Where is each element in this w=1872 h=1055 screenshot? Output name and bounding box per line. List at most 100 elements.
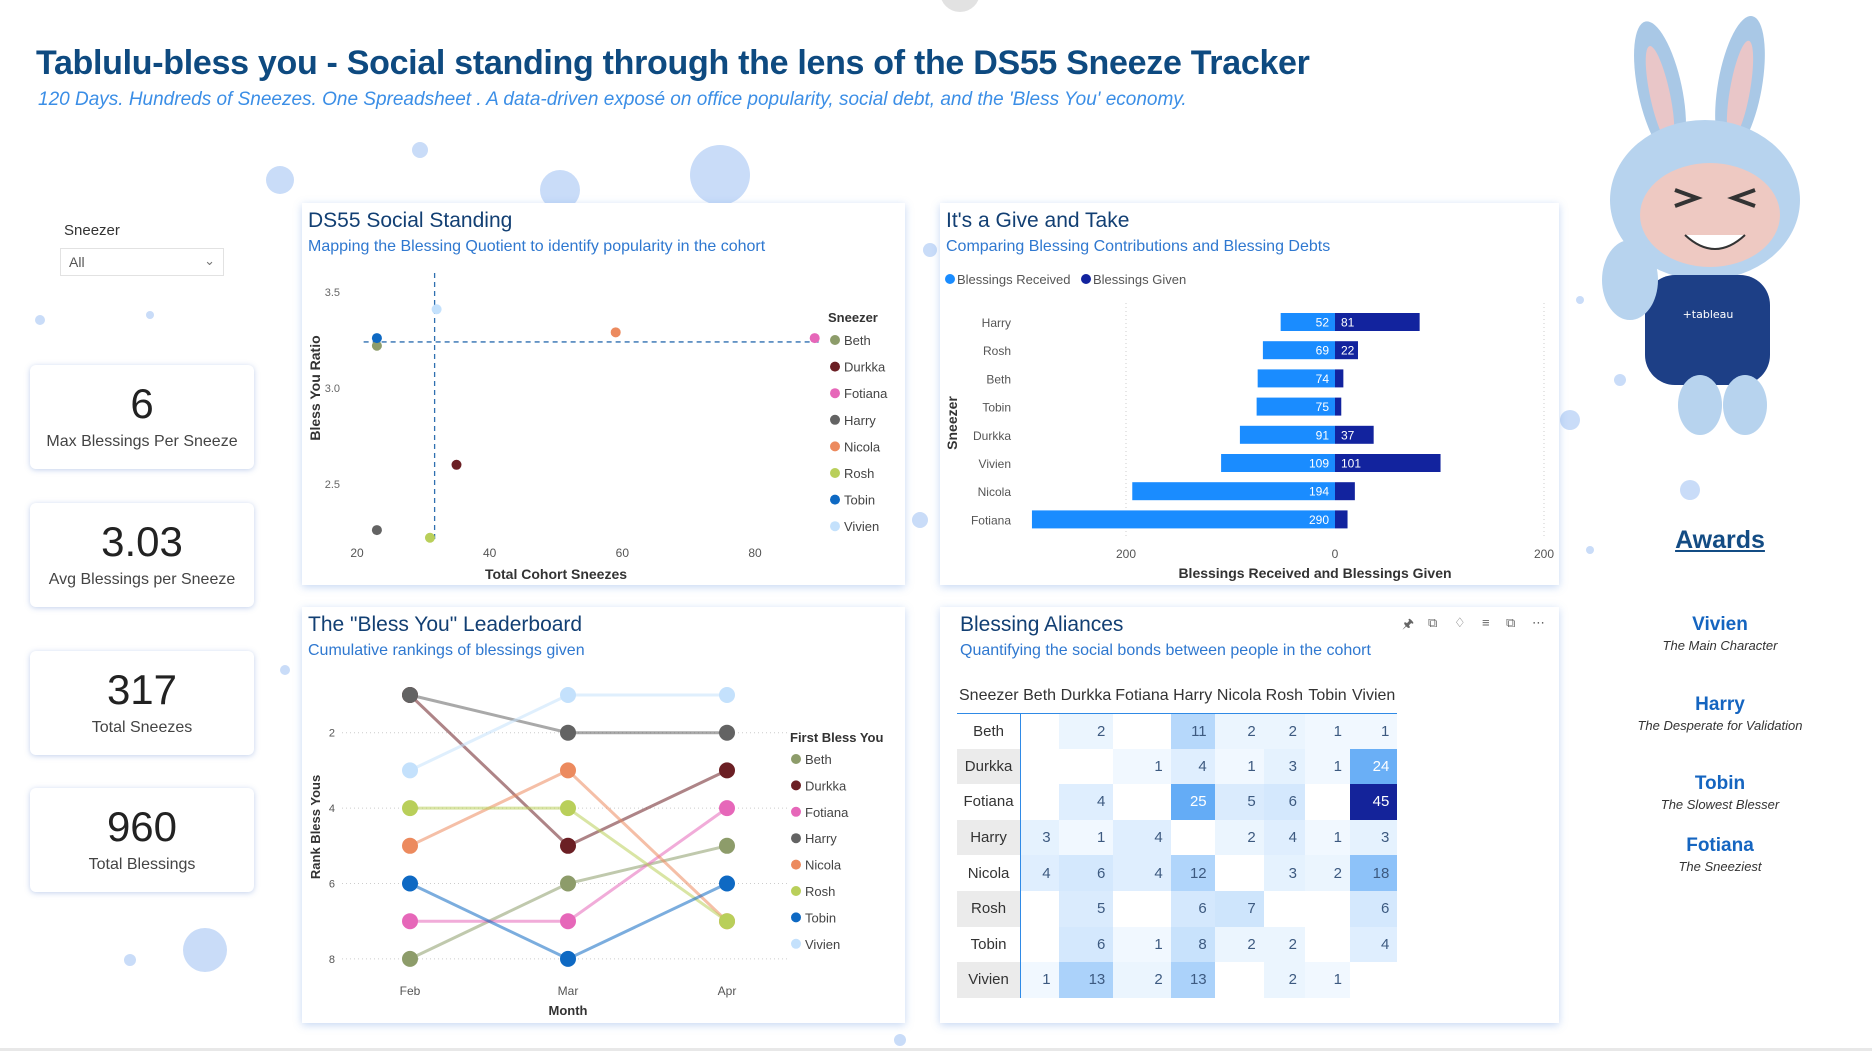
x-tick-label: 200 [1534,547,1554,561]
more-options-icon[interactable]: ⋯ [1532,615,1545,630]
bar-given-nicola [1335,482,1355,501]
legend-marker [830,441,840,452]
heatmap-cell [1020,890,1059,927]
heatmap-card[interactable]: Blessing Aliances Quantifying the social… [940,607,1559,1023]
legend-marker [830,521,840,532]
kpi-label: Total Blessings [88,856,196,873]
heatmap-cell [1113,784,1171,820]
row-header: Vivien [957,962,1022,998]
bell-icon[interactable]: ♢ [1454,615,1466,630]
heatmap-cell: 1 [1305,962,1351,998]
heatmap-cell [1113,890,1171,927]
splatter-dot [923,243,937,257]
data-label-received: 91 [1316,428,1330,442]
heatmap-cell: 1 [1350,712,1398,749]
expand-icon[interactable]: ⧉ [1506,615,1516,630]
column-header: Nicola [1216,686,1262,704]
point-durkka [560,837,576,854]
heatmap-cell: 3 [1350,819,1398,856]
legend-label: Beth [844,333,871,348]
legend-label: Rosh [805,884,835,899]
bar-received-durkka [1239,425,1335,444]
mascot-shirt-logo: +tableau [1683,308,1734,321]
heatmap-cell [1020,748,1059,785]
heatmap-cell: 6 [1263,784,1306,820]
row-header: Rosh [957,890,1022,927]
x-axis-title: Total Cohort Sneezes [485,566,627,582]
copy-icon[interactable]: ⧉ [1428,615,1438,630]
point-vivien [560,687,576,703]
category-label: Tobin [982,401,1011,415]
legend-marker [791,833,801,844]
data-label-received: 109 [1309,457,1329,471]
slicer-label: Sneezer [64,222,120,239]
scatter-point-tobin [371,333,382,344]
data-label-given: 22 [1341,344,1355,358]
point-durkka [719,762,735,779]
point-fotiana [560,913,576,930]
heatmap-cell: 13 [1170,962,1215,998]
heatmap-row: Tobin 6 1 8 2 2 4 [957,926,1398,963]
y-tick-label: 2.5 [325,479,340,491]
legend-label: Tobin [805,910,836,925]
heatmap-cell [1020,784,1059,820]
heatmap-cell [1214,962,1264,998]
x-axis-title: Month [549,1003,588,1018]
mascot-image: +tableau [1602,15,1800,435]
data-label-received: 69 [1316,344,1330,358]
heatmap-cell [1020,712,1059,749]
row-header: Durkka [957,748,1022,785]
heatmap-cell: 6 [1170,890,1215,927]
heatmap-cell: 1 [1305,819,1351,856]
scatter-point-rosh [424,532,435,543]
heatmap-cell: 2 [1263,712,1306,749]
sneezer-dropdown[interactable]: All ⌄ [60,248,224,276]
data-label-received: 75 [1316,400,1330,414]
heatmap-cell: 1 [1305,712,1351,749]
heatmap-cell: 2 [1113,962,1171,998]
heatmap-cell: 4 [1058,784,1114,820]
point-nicola [560,762,576,779]
point-beth [560,875,576,892]
legend-marker [830,388,840,399]
point-rosh [719,913,735,930]
heatmap-row: Harry 3 1 4 2 4 1 3 [957,819,1398,856]
kpi-label: Avg Blessings per Sneeze [48,571,236,588]
y-tick-label: 8 [329,954,335,966]
bar-given-tobin [1335,397,1342,416]
card-subtitle: Mapping the Blessing Quotient to identif… [308,238,766,255]
kpi-value: 3.03 [101,518,183,565]
legend-marker [830,468,840,478]
splatter-dot [1614,374,1626,386]
heatmap-cell [1058,748,1114,785]
heatmap-row: Beth 2 11 2 2 1 1 [957,712,1398,749]
pin-icon[interactable]: 🖈 [1402,616,1415,631]
column-header: Rosh [1265,686,1304,704]
heatmap-cell: 1 [1113,748,1171,785]
y-tick-label: 4 [329,803,335,815]
filter-icon[interactable]: ≡ [1482,615,1490,630]
y-tick-label: 2 [329,728,335,740]
column-header: Durkka [1060,686,1112,704]
heatmap-cell: 1 [1058,819,1114,856]
splatter-dot [912,512,928,528]
column-header: Fotiana [1115,686,1169,704]
legend-marker [791,780,801,791]
heatmap-cell: 6 [1058,926,1114,963]
category-label: Vivien [979,457,1011,471]
legend-label: Blessings Received [957,272,1070,287]
bar-card[interactable]: Blessings Received Blessings Given 200 0 200… [940,203,1559,585]
heatmap-row: Vivien 1 13 2 13 2 1 [957,962,1398,998]
award-name: Harry [1695,694,1745,715]
leaderboard-card[interactable]: 2 4 6 8 Feb Mar Apr Month Rank Bless Yous First B… [302,607,905,1023]
splatter-dot [1586,546,1594,554]
column-header: Vivien [1352,686,1396,704]
scatter-point-nicola [610,327,621,338]
scatter-card[interactable]: 3.5 3.0 2.5 20 40 60 80 Total Cohort Sneezes Ble… [302,203,905,585]
x-tick-label: 40 [483,546,497,560]
bar-chart: Blessings Received Blessings Given 200 0 200… [944,272,1554,581]
point-nicola [402,837,418,854]
legend-label: Nicola [805,858,842,873]
legend-label: Harry [844,413,876,428]
